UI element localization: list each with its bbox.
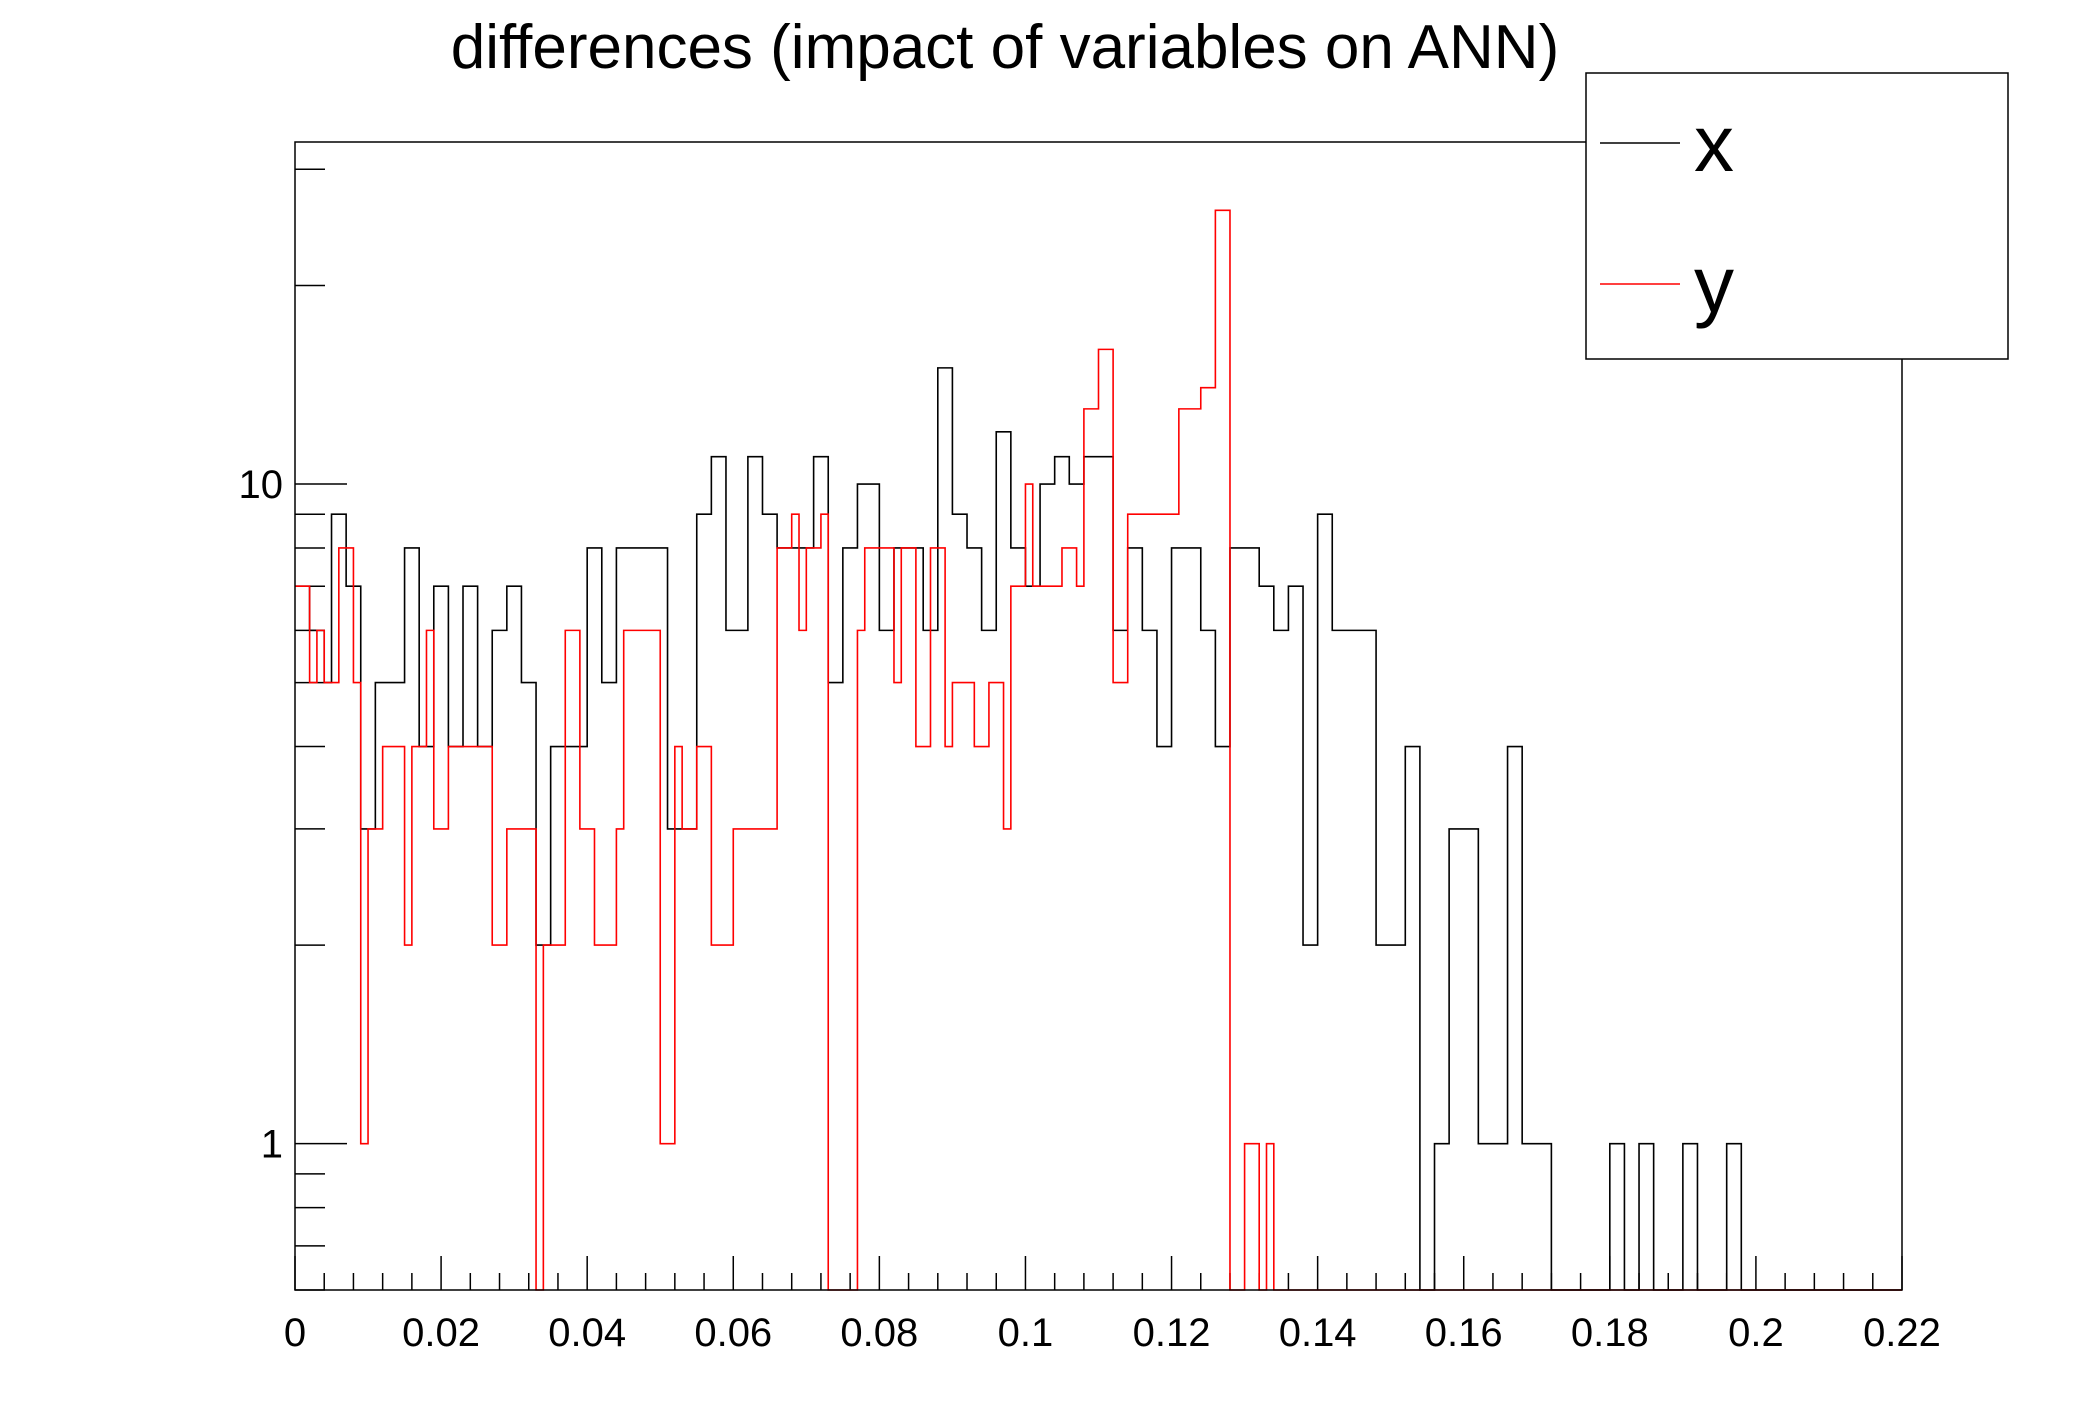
x-tick-label: 0.18: [1571, 1311, 1649, 1355]
legend-label-x: x: [1694, 99, 1734, 188]
x-tick-label: 0.16: [1425, 1311, 1503, 1355]
y-tick-label: 10: [239, 463, 284, 507]
x-tick-label: 0.12: [1133, 1311, 1211, 1355]
series-layer: [295, 209, 1902, 1291]
x-tick-label: 0.02: [402, 1311, 480, 1355]
chart-title: differences (impact of variables on ANN): [451, 13, 1559, 82]
series-y-line: [295, 209, 1902, 1291]
x-tick-label: 0.06: [694, 1311, 772, 1355]
y-tick-label: 1: [261, 1123, 283, 1167]
legend-label-y: y: [1694, 240, 1734, 329]
x-tick-label: 0.2: [1728, 1311, 1784, 1355]
legend: xy: [1585, 72, 2009, 360]
x-tick-label: 0: [284, 1311, 306, 1355]
x-tick-label: 0.1: [998, 1311, 1054, 1355]
x-tick-label: 0.08: [840, 1311, 918, 1355]
x-tick-label: 0.14: [1279, 1311, 1357, 1355]
legend-box: [1585, 72, 2009, 360]
axis-ticks: 0 0.02 0.04 0.06 0.08 0.1 0.12 0.14 0.16 0.18 0.2 0…: [239, 168, 1941, 1355]
x-tick-label: 0.22: [1863, 1311, 1941, 1355]
plot-frame: [294, 141, 1903, 1291]
x-tick-label: 0.04: [548, 1311, 626, 1355]
series-x-line: [295, 367, 1902, 1291]
